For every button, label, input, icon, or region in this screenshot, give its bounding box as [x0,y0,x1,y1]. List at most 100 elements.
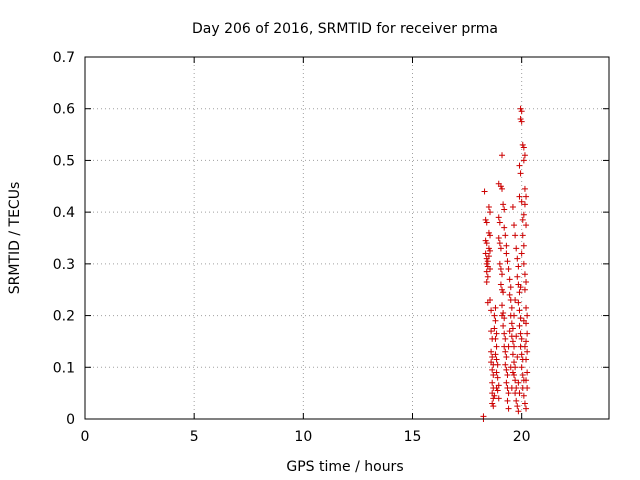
data-point [501,206,508,213]
data-point [513,245,520,252]
data-point [513,397,520,404]
data-point [497,266,504,273]
data-point [524,348,531,355]
y-tick-label: 0.1 [53,360,75,376]
data-point [511,343,518,350]
data-point [483,268,490,275]
data-point [485,229,492,236]
data-point [519,216,526,223]
data-point [503,242,510,249]
data-point [524,369,531,376]
data-point [518,118,525,125]
data-point [492,351,499,358]
y-tick-label: 0.4 [53,205,75,221]
data-point [524,330,531,337]
data-point [503,250,510,257]
data-point [514,273,521,280]
data-point [518,335,525,342]
data-point [516,289,523,296]
data-point [516,162,523,169]
data-point [487,232,494,239]
data-point [502,232,509,239]
data-point [500,309,507,316]
data-point [485,203,492,210]
data-point [503,366,510,373]
data-point [508,304,515,311]
data-point [487,209,494,216]
data-point [489,366,496,373]
data-point [493,356,500,363]
data-point [518,364,525,371]
data-point [501,224,508,231]
data-point [492,317,499,324]
data-point [499,312,506,319]
data-point [497,245,504,252]
data-point [521,201,528,208]
data-point [499,271,506,278]
y-tick-label: 0.5 [53,153,75,169]
data-point [519,372,526,379]
data-point [502,335,509,342]
data-point [493,369,500,376]
data-point [504,258,511,265]
data-point [502,361,509,368]
data-point [516,307,523,314]
data-point [500,201,507,208]
data-point [487,247,494,254]
data-point [523,405,530,412]
y-tick-label: 0.3 [53,257,75,273]
data-point [484,258,491,265]
data-point [490,403,497,410]
data-point [508,320,515,327]
data-point [500,322,507,329]
data-point [517,315,524,322]
data-point [516,193,523,200]
data-point [514,353,521,360]
data-point [518,108,525,115]
data-point [520,144,527,151]
data-point [495,235,502,241]
data-point [509,351,516,358]
data-point [499,152,506,159]
x-axis-tick-labels: 0 5 10 15 20 [81,429,531,445]
data-point [503,353,510,360]
data-point [490,395,497,402]
data-point [517,105,524,112]
data-point [514,255,521,262]
data-point [515,299,522,306]
data-point [511,359,518,366]
data-point [501,330,508,337]
x-tick-label: 5 [190,429,199,445]
data-point [523,193,530,200]
data-point [496,219,503,226]
data-point [497,281,504,288]
y-tick-label: 0.7 [53,50,75,66]
data-point [496,260,503,267]
data-point [483,260,490,267]
grid-lines [85,57,609,419]
data-point [492,304,499,311]
data-point [489,353,496,360]
data-point [520,317,527,324]
data-point [487,266,494,273]
data-point [482,216,489,223]
data-point [520,260,527,267]
data-point [524,312,531,319]
data-point [520,211,527,218]
data-point [490,372,497,379]
data-point [494,361,501,368]
data-point [520,242,527,249]
data-point [503,379,510,386]
data-point [483,278,490,285]
data-point [511,222,518,229]
y-tick-label: 0.6 [53,102,75,118]
data-point [496,240,503,247]
data-point [500,289,507,296]
data-point [482,250,489,257]
data-point [513,333,520,340]
data-point [491,325,498,332]
data-point [493,384,500,391]
data-point [512,297,519,304]
data-point [483,240,490,247]
